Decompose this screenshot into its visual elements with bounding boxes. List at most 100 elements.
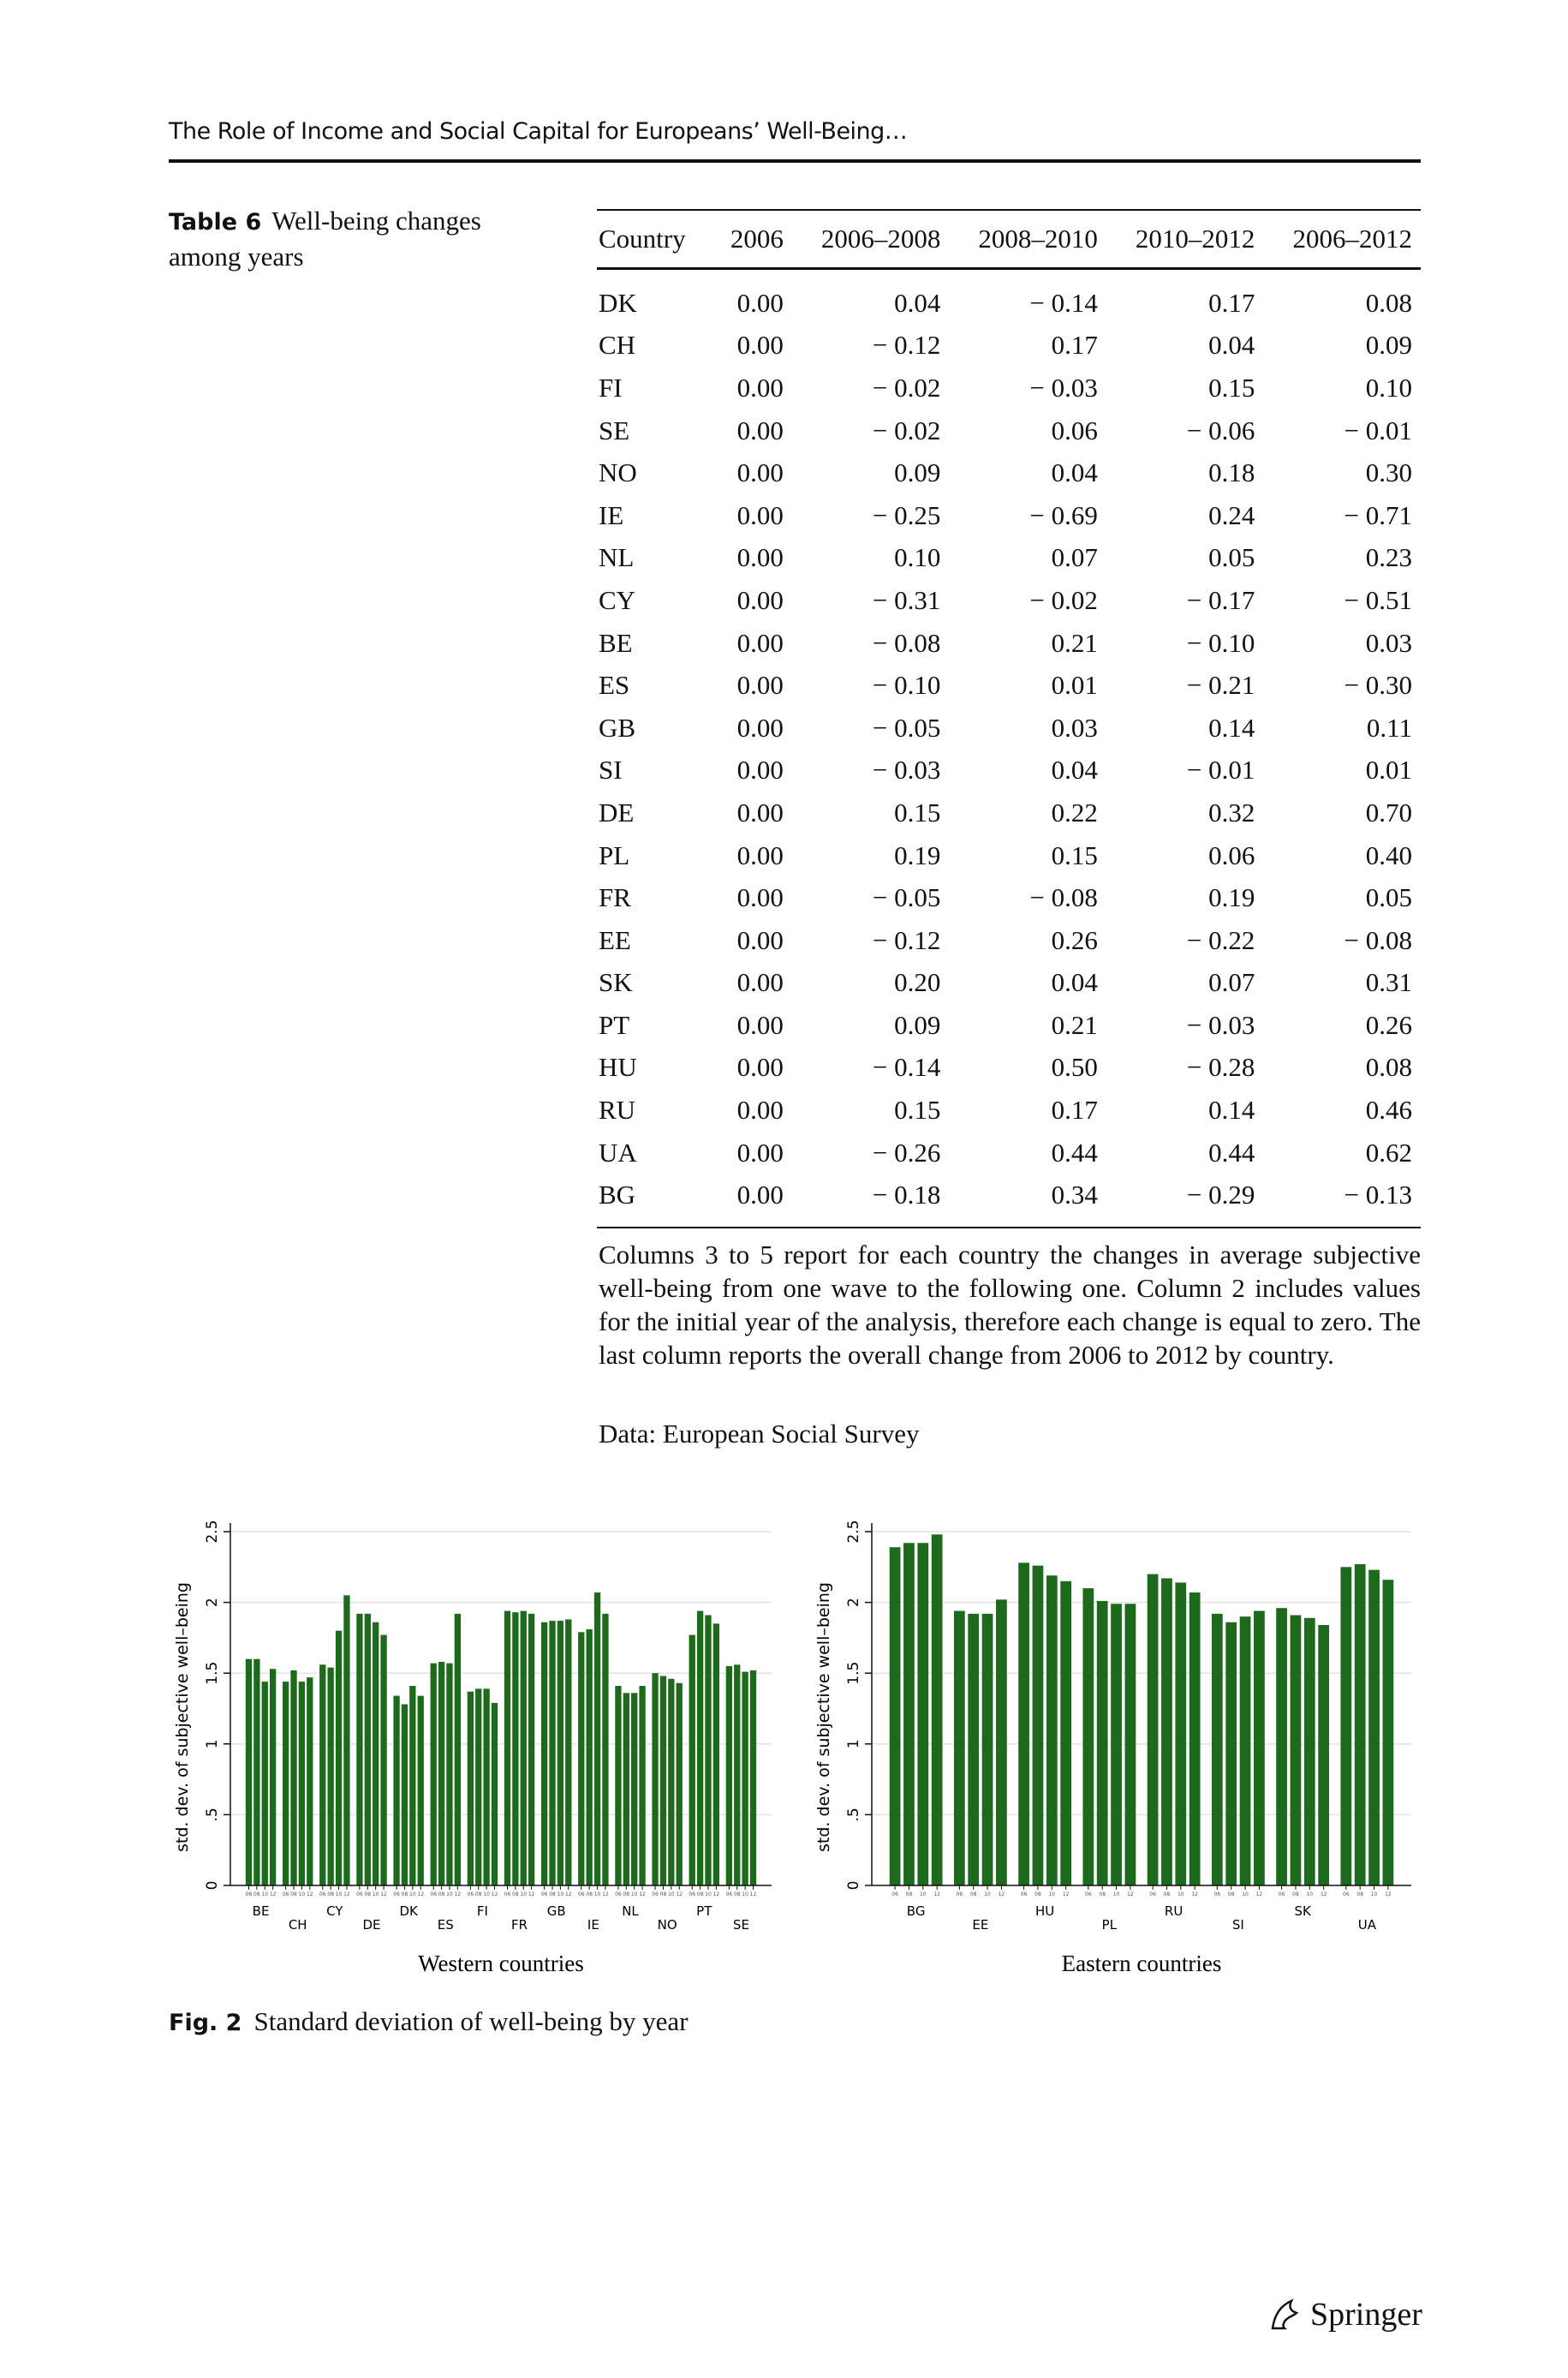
table-row: FR 0.00 − 0.05 − 0.08 0.19 0.05 [597, 876, 1421, 919]
table-cell: PL [599, 839, 630, 870]
bar [631, 1693, 638, 1885]
table-row: HU 0.00 − 0.14 0.50 − 0.28 0.08 [597, 1047, 1421, 1090]
table-cell: 0.20 [894, 967, 941, 998]
table-cell: 0.01 [1365, 755, 1412, 786]
table-row: FI 0.00 − 0.02 − 0.03 0.15 0.10 [597, 367, 1421, 409]
y-tick-label: 1 [204, 1739, 221, 1748]
bar [245, 1658, 253, 1885]
bar-label: 06 [689, 1891, 695, 1897]
bar [269, 1669, 277, 1885]
table-cell: − 0.10 [1186, 627, 1255, 658]
table-row: EE 0.00 − 0.12 0.26 − 0.22 − 0.08 [597, 919, 1421, 962]
column-header: Country [597, 209, 717, 270]
bar-label: 10 [1306, 1891, 1313, 1897]
x-tick-label: CY [326, 1903, 343, 1919]
bar [356, 1613, 363, 1885]
bar-label: 12 [455, 1891, 462, 1897]
table-row: PT 0.00 0.09 0.21 − 0.03 0.26 [597, 1004, 1421, 1047]
bar-label: 06 [430, 1891, 437, 1897]
table-row: BE 0.00 − 0.08 0.21 − 0.10 0.03 [597, 622, 1421, 665]
bar [652, 1673, 659, 1885]
bar-label: 08 [327, 1891, 334, 1897]
bar-label: 08 [586, 1891, 593, 1897]
bar [639, 1686, 646, 1885]
table-source: Data: European Social Survey [599, 1419, 920, 1449]
bar [483, 1688, 490, 1885]
table-cell: 0.00 [736, 1095, 784, 1126]
bar [327, 1667, 334, 1885]
table-cell: − 0.26 [872, 1137, 941, 1168]
bar [430, 1663, 437, 1885]
bar [689, 1634, 695, 1885]
bar-label: 10 [336, 1891, 343, 1897]
table-cell: 0.00 [736, 1137, 784, 1168]
bar-label: 08 [1228, 1891, 1235, 1897]
bar [512, 1612, 519, 1885]
bar-label: 08 [1292, 1891, 1299, 1897]
table-cell: IE [599, 499, 624, 530]
bar [307, 1677, 313, 1885]
bar [446, 1663, 453, 1885]
table-cell: BE [599, 627, 633, 658]
bar [393, 1695, 400, 1885]
bar [725, 1665, 733, 1885]
table-cell: 0.14 [1208, 1095, 1255, 1126]
bar-label: 12 [307, 1891, 313, 1897]
bar [409, 1686, 416, 1885]
bar-label: 06 [957, 1891, 963, 1897]
table-cell: 0.00 [736, 627, 784, 658]
figure-label: Fig. 2 [169, 2010, 242, 2036]
bar [1211, 1613, 1223, 1885]
bar-label: 12 [380, 1891, 387, 1897]
bar [668, 1678, 675, 1885]
table-cell: 0.00 [736, 330, 784, 361]
table-cell: − 0.08 [1344, 924, 1412, 955]
bar [438, 1661, 445, 1885]
y-tick-label: 0 [845, 1881, 862, 1891]
table-row: NL 0.00 0.10 0.07 0.05 0.23 [597, 537, 1421, 580]
x-tick-label: NO [658, 1917, 677, 1933]
table-cell: 0.10 [1365, 372, 1412, 403]
bar-label: 10 [520, 1891, 527, 1897]
bar-label: 12 [343, 1891, 350, 1897]
bar-label: 10 [668, 1891, 675, 1897]
bar-label: 08 [253, 1891, 260, 1897]
bar-label: 10 [705, 1891, 712, 1897]
bar-label: 06 [246, 1891, 253, 1897]
table-cell: 0.09 [894, 1009, 941, 1040]
bar-label: 06 [393, 1891, 400, 1897]
x-tick-label: EE [972, 1917, 988, 1933]
table-row: BG 0.00− 0.18 0.34− 0.29− 0.13 [597, 1174, 1421, 1229]
bar-label: 06 [578, 1891, 585, 1897]
table-cell: 0.01 [1051, 670, 1098, 701]
bar [1225, 1622, 1237, 1885]
bar [1276, 1608, 1287, 1885]
table-cell: 0.34 [949, 1174, 1106, 1229]
table-cell: 0.07 [1208, 967, 1255, 998]
x-tick-label: IE [587, 1917, 599, 1933]
bar-label: 08 [402, 1891, 408, 1897]
bar-label: 08 [1164, 1891, 1171, 1897]
bar-label: 12 [1191, 1891, 1198, 1897]
table-cell: 0.08 [1365, 287, 1412, 318]
table-cell: − 0.12 [872, 924, 941, 955]
bar-label: 10 [1242, 1891, 1249, 1897]
bar-label: 10 [299, 1891, 306, 1897]
table-cell: 0.03 [1365, 627, 1412, 658]
bar [298, 1682, 306, 1885]
bar [343, 1595, 350, 1885]
table-cell: − 0.03 [1029, 372, 1098, 403]
bar [917, 1543, 929, 1885]
bar [261, 1682, 268, 1885]
bar-label: 06 [726, 1891, 733, 1897]
table-cell: DK [599, 287, 637, 318]
table-row: SI 0.00 − 0.03 0.04 − 0.01 0.01 [597, 750, 1421, 792]
bar-label: 06 [1214, 1891, 1221, 1897]
bar-label: 12 [565, 1891, 572, 1897]
bar-label: 12 [639, 1891, 646, 1897]
table-cell: 0.05 [1365, 882, 1412, 913]
table-cell: 0.15 [1208, 372, 1255, 403]
table-cell: − 0.14 [872, 1052, 941, 1083]
column-header: 2008–2010 [949, 209, 1106, 270]
table-row: GB 0.00 − 0.05 0.03 0.14 0.11 [597, 707, 1421, 750]
